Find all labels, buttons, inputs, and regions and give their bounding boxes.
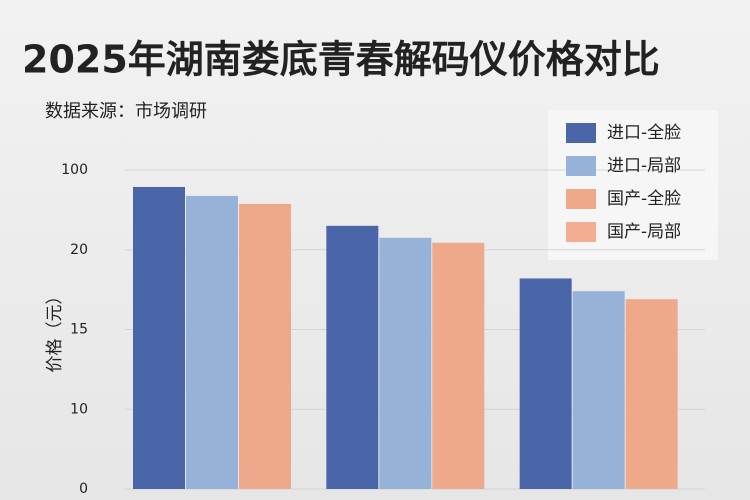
y-axis-label: 价格（元） <box>45 288 65 373</box>
bar <box>519 278 572 489</box>
legend-label: 进口-局部 <box>607 156 681 176</box>
bar <box>572 291 625 489</box>
legend-label: 国产-局部 <box>607 222 681 242</box>
bar <box>379 237 432 489</box>
bar <box>625 299 678 489</box>
legend-label: 国产-全脸 <box>607 189 681 209</box>
chart-subtitle: 数据来源：市场调研 <box>45 101 207 122</box>
bar <box>326 225 379 489</box>
y-tick-label: 15 <box>70 322 88 338</box>
y-tick-label: 100 <box>61 162 88 178</box>
legend-swatch <box>566 123 596 143</box>
legend-label: 进口-全脸 <box>607 123 681 143</box>
legend-swatch <box>566 189 596 209</box>
legend-swatch <box>566 222 596 242</box>
y-tick-label: 20 <box>70 242 88 258</box>
bar <box>186 195 238 489</box>
bar <box>432 242 485 489</box>
y-tick-label: 0 <box>79 481 88 497</box>
y-tick-label: 10 <box>70 401 88 417</box>
chart-title: 2025年湖南娄底青春解码仪价格对比 <box>22 38 660 82</box>
bar <box>133 186 185 489</box>
bar <box>239 203 291 490</box>
legend-swatch <box>566 156 596 176</box>
